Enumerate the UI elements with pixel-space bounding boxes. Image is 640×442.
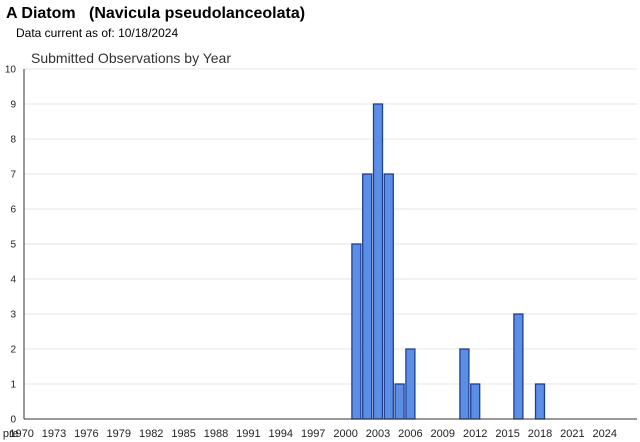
axes — [23, 69, 637, 420]
x-tick-label: 1985 — [171, 428, 195, 440]
data-current-row: Data current as of: 10/18/2024 — [16, 26, 178, 40]
bar-2006 — [405, 348, 416, 420]
chart-title: Submitted Observations by Year — [31, 50, 232, 66]
bar-2018 — [534, 383, 546, 420]
y-tick-label: 0 — [10, 415, 16, 426]
y-tick-label: 10 — [5, 65, 17, 76]
y-tick-label: 4 — [10, 275, 16, 286]
x-tick-label: 2012 — [463, 428, 487, 440]
bar-2012 — [470, 383, 481, 420]
x-tick-label: 1997 — [301, 428, 325, 440]
x-tick-label: 1976 — [74, 428, 98, 440]
x-tick-label: 1973 — [42, 428, 66, 440]
y-tick-label: 3 — [10, 310, 16, 321]
x-tick-label: pre — [3, 428, 19, 440]
x-tick-label: 1979 — [107, 428, 131, 440]
x-tick-label: 1970 — [9, 428, 33, 440]
y-tick-label: 2 — [10, 345, 16, 356]
y-tick-label: 7 — [10, 170, 16, 181]
x-tick-label: 2003 — [366, 428, 390, 440]
x-tick-label: 2021 — [560, 428, 584, 440]
x-tick-label: 1991 — [236, 428, 260, 440]
y-axis-ticks: 0 1 2 3 4 5 6 7 8 9 10 — [5, 65, 17, 426]
x-tick-label: 2015 — [495, 428, 519, 440]
y-tick-label: 8 — [10, 135, 16, 146]
data-current-date: 10/18/2024 — [118, 26, 179, 40]
bar-2003 — [372, 103, 384, 420]
bar-2011 — [459, 348, 470, 420]
x-tick-label: 2018 — [528, 428, 552, 440]
bar-2004 — [383, 173, 394, 420]
species-common-name: A Diatom — [6, 5, 76, 22]
y-tick-label: 6 — [10, 205, 16, 216]
bars — [351, 103, 546, 420]
species-scientific-name: (Navicula pseudolanceolata) — [88, 5, 306, 22]
y-tick-label: 1 — [10, 380, 16, 391]
data-current-label: Data current as of: — [16, 26, 115, 40]
x-tick-label: 2024 — [593, 428, 617, 440]
bar-2002 — [362, 173, 373, 420]
bar-2001 — [351, 243, 362, 420]
x-tick-label: 2009 — [431, 428, 455, 440]
x-tick-label: 1982 — [139, 428, 163, 440]
bar-2005 — [394, 383, 405, 420]
x-tick-label: 1994 — [269, 428, 293, 440]
x-tick-label: 2006 — [398, 428, 422, 440]
x-tick-label: 1988 — [204, 428, 228, 440]
y-tick-label: 5 — [10, 240, 16, 251]
x-tick-label: 2000 — [333, 428, 357, 440]
bar-2016 — [513, 313, 524, 420]
y-tick-label: 9 — [10, 100, 16, 111]
page-title: A Diatom (Navicula pseudolanceolata) — [6, 5, 305, 23]
grid-lines — [24, 68, 637, 385]
